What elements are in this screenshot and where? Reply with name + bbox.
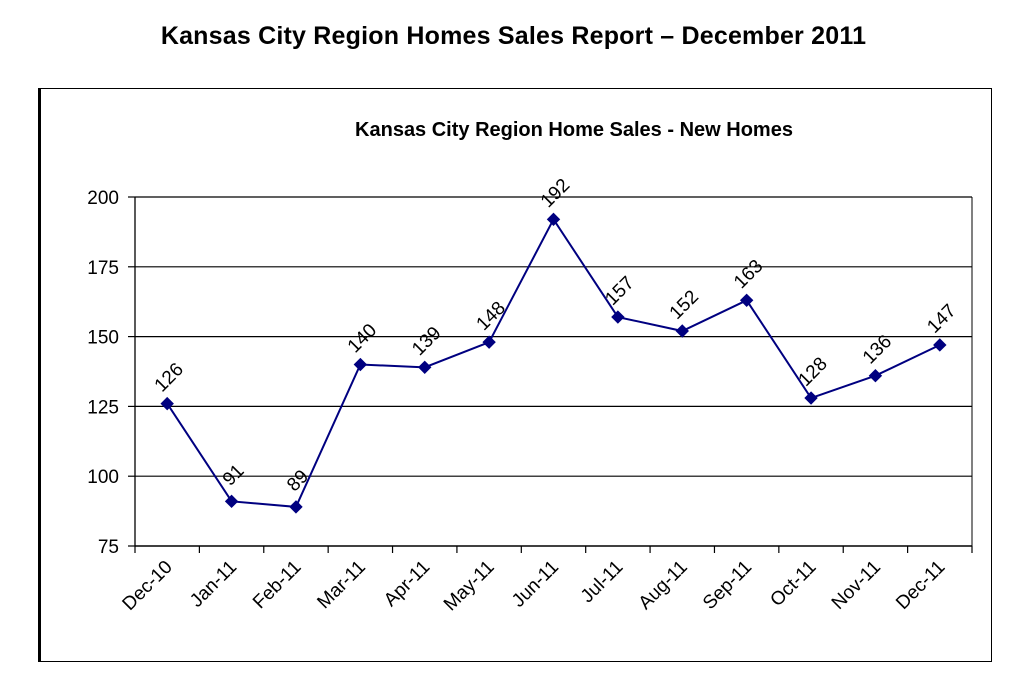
x-tick-label-feb-11: Feb-11 [249,557,305,613]
x-tick-label-jun-11: Jun-11 [508,557,563,612]
x-tick-label-oct-11: Oct-11 [766,557,820,611]
data-label-may-11: 148 [473,298,510,335]
data-point-jan-11 [224,494,239,509]
y-tick-label-150: 150 [87,328,119,349]
data-label-dec-10: 126 [151,359,188,396]
data-point-feb-11 [289,500,303,514]
chart-title: Kansas City Region Home Sales - New Home… [355,119,793,141]
x-tick-label-jul-11: Jul-11 [577,557,627,607]
x-tick-label-nov-11: Nov-11 [828,557,885,614]
data-label-sep-11: 163 [730,256,767,293]
y-tick-label-125: 125 [87,397,119,418]
data-point-dec-11 [933,338,947,352]
data-label-jun-11: 192 [537,175,574,212]
axes [128,196,973,553]
data-label-oct-11: 128 [795,354,832,391]
x-tick-label-sep-11: Sep-11 [699,557,756,614]
data-label-aug-11: 152 [666,286,703,323]
data-point-dec-10 [160,396,174,411]
x-tick-label-dec-11: Dec-11 [892,557,949,614]
x-tick-label-may-11: May-11 [440,557,499,616]
y-tick-label-100: 100 [87,467,119,488]
x-tick-label-aug-11: Aug-11 [635,557,692,614]
data-label-jul-11: 157 [601,273,638,310]
y-tick-label-75: 75 [98,537,119,558]
x-tick-label-mar-11: Mar-11 [313,557,369,613]
data-point-mar-11 [353,357,368,372]
x-tick-labels: Dec-10 Jan-11 Feb-11 Mar-11 Apr-11 May-11 Jun-… [119,557,950,616]
data-label-dec-11: 147 [923,300,960,337]
data-points [160,212,947,514]
y-tick-labels: 75 100 125 150 175 200 [87,188,119,558]
report-title: Kansas City Region Homes Sales Report – … [160,22,867,50]
data-point-aug-11 [675,324,689,338]
data-point-nov-11 [868,368,883,383]
data-point-jul-11 [611,310,625,324]
data-point-jun-11 [546,212,561,227]
data-label-jan-11: 91 [219,461,249,491]
data-label-apr-11: 139 [408,323,445,360]
x-tick-label-apr-11: Apr-11 [380,557,434,611]
x-tick-label-jan-11: Jan-11 [186,557,241,612]
data-point-sep-11 [739,293,754,308]
y-tick-label-200: 200 [87,188,119,209]
data-point-may-11 [482,335,496,349]
chart-frame [38,88,992,662]
y-tick-label-175: 175 [87,258,119,279]
data-label-mar-11: 140 [344,320,381,357]
gridlines [135,196,972,477]
data-point-oct-11 [804,391,818,405]
data-label-feb-11: 89 [283,466,313,496]
data-point-apr-11 [418,360,432,375]
x-tick-label-dec-10: Dec-10 [119,557,177,615]
